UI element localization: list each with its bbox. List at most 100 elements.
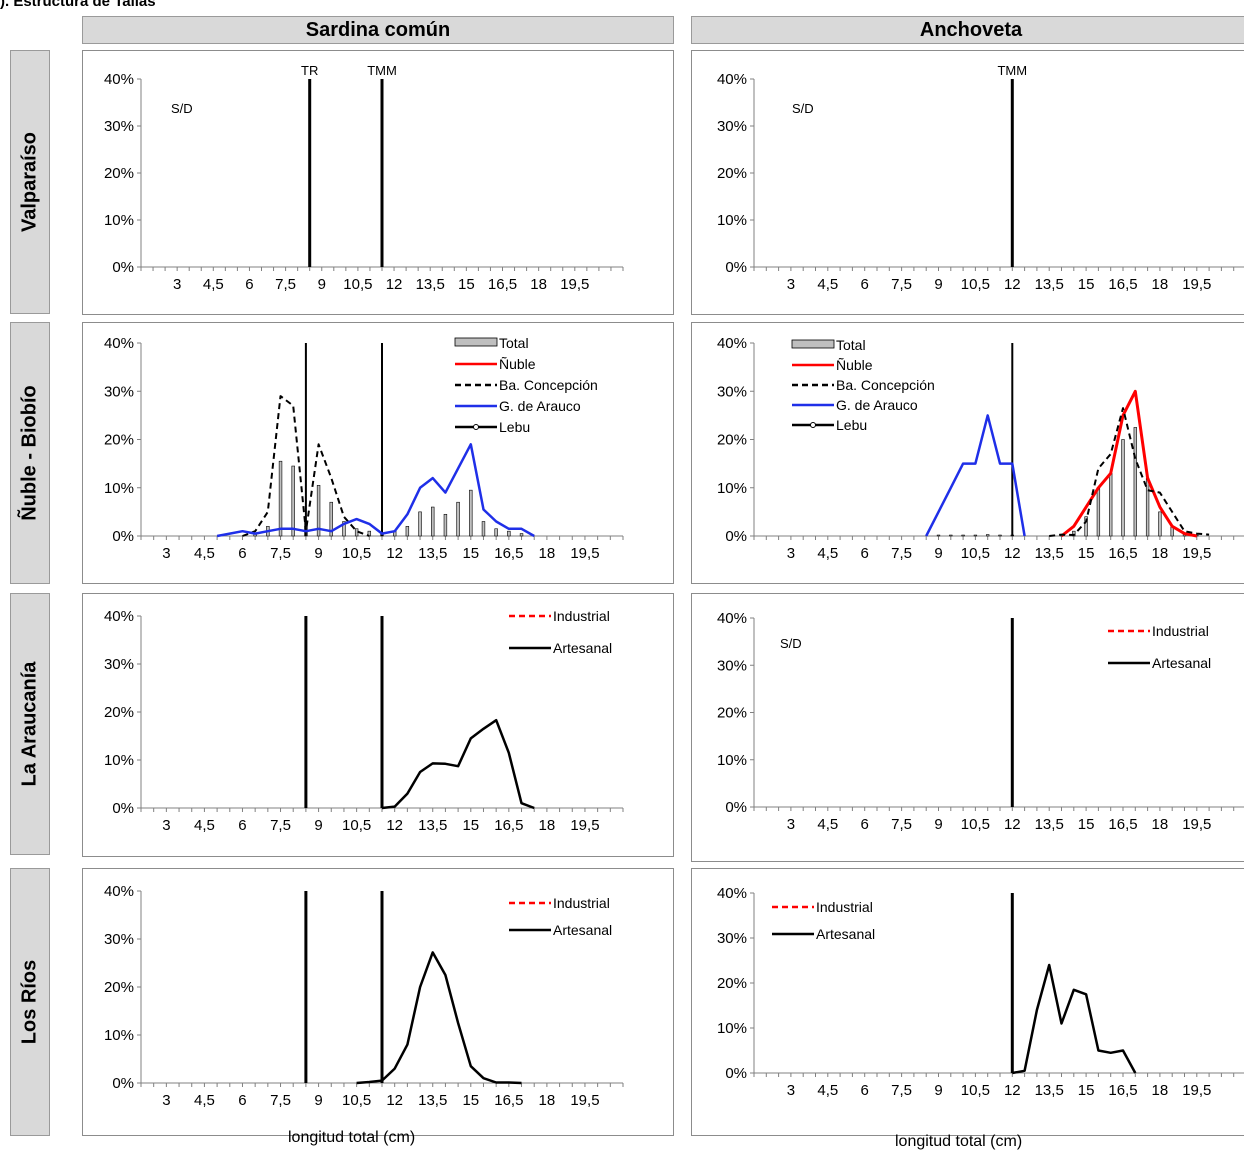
bar: [342, 521, 346, 537]
row-header-label: Ñuble - Biobío: [18, 385, 41, 521]
bar: [481, 521, 486, 537]
chart-svg: 0% 10% 20% 30% 40% 3 4,5 6 7,5 9 10,5 12 13,5 15 16,5 1…: [717, 63, 1244, 293]
chart-panel-sardina-los-rios: 0% 10% 20% 30% 40% 3 4,5 6 7,5 9 10,5 12 13,5 15 16,5 1…: [82, 868, 674, 1136]
bar: [291, 465, 295, 537]
x-tick-label: 4,5: [817, 1082, 838, 1099]
y-tick-label: 20%: [717, 975, 747, 992]
bar: [456, 501, 460, 537]
x-tick-label: 16,5: [488, 276, 517, 293]
x-tick-label: 7,5: [270, 1092, 291, 1109]
column-header-sardina: Sardina común: [82, 16, 674, 44]
y-tick-label: 30%: [717, 118, 747, 135]
x-tick-label: 16,5: [1108, 1082, 1137, 1099]
x-tick-label: 4,5: [194, 1092, 215, 1109]
legend: Industrial Artesanal: [772, 899, 875, 942]
y-tick-label: 20%: [104, 432, 134, 449]
x-tick-label: 18: [539, 1092, 556, 1109]
legend-label: Lebu: [836, 417, 867, 433]
x-tick-label: 15: [1078, 816, 1095, 833]
bar: [1121, 439, 1125, 537]
legend-label: Total: [499, 335, 529, 351]
bar: [316, 485, 321, 537]
x-tick-label: 19,5: [570, 545, 599, 562]
x-tick-label: 10,5: [961, 276, 990, 293]
bar: [1145, 477, 1150, 537]
row-header-label: Valparaíso: [18, 131, 41, 233]
x-tick-label: 7,5: [891, 545, 912, 562]
chart-svg: 0% 10% 20% 30% 40% 3 4,5 6 7,5 9 10,5 12 13,5 15 16,5 1…: [717, 335, 1244, 562]
chart-panel-anchoveta-valparaiso: 0% 10% 20% 30% 40% 3 4,5 6 7,5 9 10,5 12 13,5 15 16,5 1…: [691, 50, 1244, 315]
chart-panel-sardina-araucania: 0% 10% 20% 30% 40% 3 4,5 6 7,5 9 10,5 12 13,5 15 16,5 1…: [82, 593, 674, 857]
x-tick-label: 10,5: [342, 545, 371, 562]
chart-panel-sardina-nuble-biobio: 0% 10% 20% 30% 40% 3 4,5 6 7,5 9 10,5 12 13,5 15 16,5 1…: [82, 322, 674, 584]
x-tick-label: 13,5: [1035, 1082, 1064, 1099]
x-tick-label: 4,5: [817, 545, 838, 562]
x-tick-label: 18: [1152, 276, 1169, 293]
x-tick-label: 15: [462, 545, 479, 562]
x-tick-label: 3: [162, 1092, 170, 1109]
y-tick-label: 40%: [717, 71, 747, 88]
legend-label: Industrial: [816, 899, 873, 915]
legend-label: Total: [836, 337, 866, 353]
x-tick-label: 4,5: [817, 276, 838, 293]
x-tick-label: 3: [162, 545, 170, 562]
series-line: [1049, 407, 1210, 537]
x-tick-label: 16,5: [1108, 276, 1137, 293]
y-tick-label: 40%: [717, 335, 747, 352]
y-tick-label: 10%: [104, 1027, 134, 1044]
bar: [278, 460, 283, 537]
bar: [1158, 511, 1162, 537]
y-tick-label: 40%: [717, 885, 747, 902]
series-line: [1060, 389, 1198, 538]
bar: [936, 534, 941, 537]
x-tick-label: 7,5: [275, 276, 296, 293]
x-tick-label: 4,5: [203, 276, 224, 293]
x-tick-label: 3: [787, 545, 795, 562]
y-tick-label: 10%: [717, 480, 747, 497]
x-tick-label: 6: [245, 276, 253, 293]
series-line: [216, 443, 535, 538]
x-tick-label: 18: [539, 545, 556, 562]
x-tick-label: 15: [458, 276, 475, 293]
row-header-los-rios: Los Ríos: [10, 868, 50, 1136]
chart-panel-anchoveta-araucania: 0% 10% 20% 30% 40% 3 4,5 6 7,5 9 10,5 12 13,5 15 16,5 1…: [691, 593, 1244, 862]
x-tick-label: 7,5: [270, 545, 291, 562]
x-tick-label: 3: [787, 276, 795, 293]
bar: [1096, 487, 1101, 537]
x-tick-label: 9: [314, 817, 322, 834]
reference-line-label: TR: [301, 63, 318, 78]
bar: [519, 533, 524, 537]
legend-label: Artesanal: [553, 922, 612, 938]
y-tick-label: 0%: [725, 1065, 747, 1082]
x-tick-label: 15: [462, 817, 479, 834]
column-header-anchoveta: Anchoveta: [691, 16, 1244, 44]
x-tick-label: 18: [1152, 1082, 1169, 1099]
x-tick-label: 9: [934, 1082, 942, 1099]
x-tick-label: 6: [861, 276, 869, 293]
x-tick-label: 13,5: [418, 817, 447, 834]
legend-swatch-marker: [810, 422, 816, 428]
legend-label: Industrial: [553, 895, 610, 911]
row-header-label: Los Ríos: [18, 959, 41, 1045]
y-tick-label: 20%: [717, 432, 747, 449]
y-tick-label: 10%: [104, 212, 134, 229]
legend-label: Industrial: [1152, 623, 1209, 639]
x-tick-label: 15: [1078, 276, 1095, 293]
x-tick-label: 18: [530, 276, 547, 293]
x-tick-label: 4,5: [817, 816, 838, 833]
x-tick-label: 6: [238, 1092, 246, 1109]
x-tick-label: 6: [861, 1082, 869, 1099]
x-tick-label: 19,5: [1182, 816, 1211, 833]
x-tick-label: 16,5: [494, 545, 523, 562]
y-tick-label: 10%: [104, 480, 134, 497]
y-tick-label: 10%: [104, 752, 134, 769]
x-tick-label: 9: [318, 276, 326, 293]
chart-svg: 0% 10% 20% 30% 40% 3 4,5 6 7,5 9 10,5 12 13,5 15 16,5 1…: [104, 608, 624, 834]
y-tick-label: 30%: [104, 383, 134, 400]
x-tick-label: 6: [861, 545, 869, 562]
y-tick-label: 30%: [104, 656, 134, 673]
bar: [1084, 516, 1088, 537]
series-line: [381, 718, 535, 810]
x-tick-label: 9: [314, 545, 322, 562]
x-tick-label: 13,5: [1035, 545, 1064, 562]
